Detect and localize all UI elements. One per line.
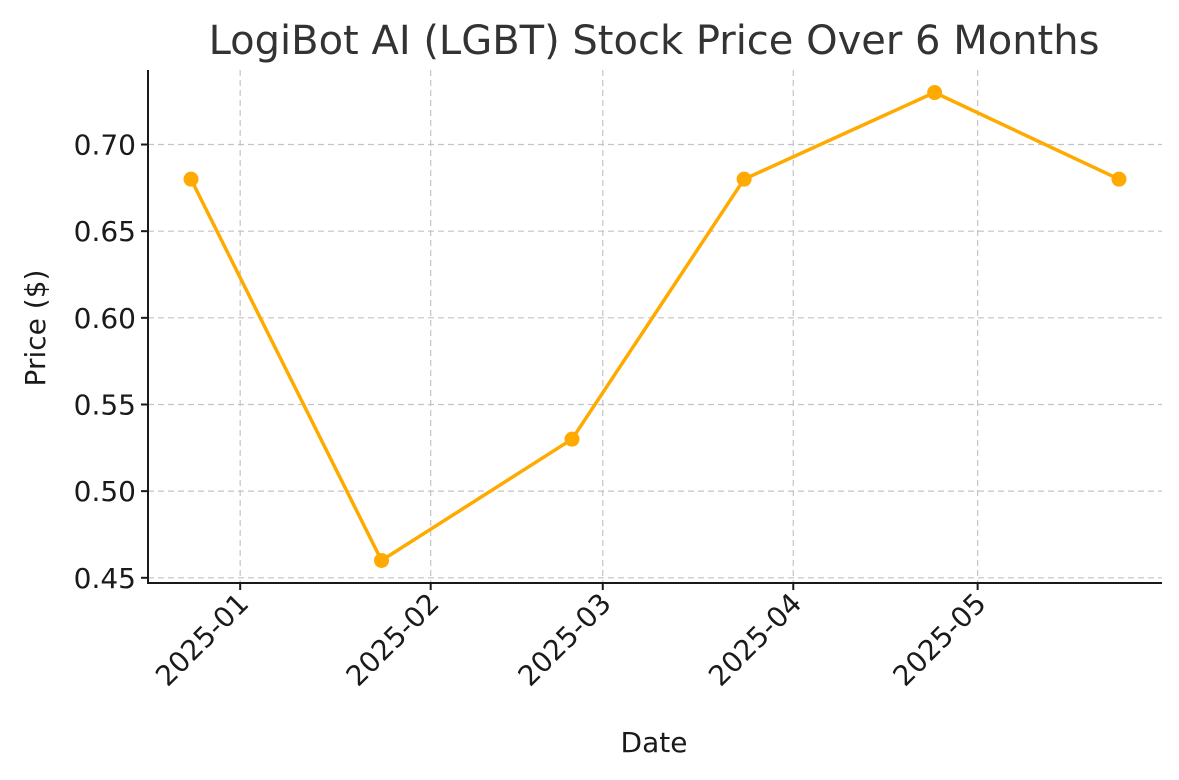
- y-ticks: 0.45 0.50 0.55 0.60 0.65 0.70: [74, 129, 148, 595]
- y-tick-label: 0.55: [74, 388, 136, 421]
- data-point: [1111, 171, 1127, 187]
- x-axis-label: Date: [621, 726, 688, 759]
- y-axis-label: Price ($): [19, 270, 52, 387]
- y-tick-label: 0.50: [74, 475, 136, 508]
- x-tick-label: 2025-05: [887, 587, 993, 693]
- axes: [147, 70, 1162, 584]
- data-point: [736, 171, 752, 187]
- data-point: [564, 431, 580, 447]
- x-tick-label: 2025-02: [340, 587, 446, 693]
- data-point: [927, 85, 943, 101]
- x-tick-label: 2025-04: [702, 587, 808, 693]
- y-tick-label: 0.45: [74, 562, 136, 595]
- data-point: [374, 552, 390, 568]
- data-point: [183, 171, 199, 187]
- series-line: [189, 90, 1120, 563]
- x-tick-label: 2025-01: [149, 587, 255, 693]
- grid: [148, 70, 1162, 583]
- chart-title: LogiBot AI (LGBT) Stock Price Over 6 Mon…: [209, 18, 1100, 64]
- x-ticks: 2025-01 2025-02 2025-03 2025-04 2025-05: [149, 583, 993, 693]
- series: [183, 85, 1127, 568]
- x-tick-label: 2025-03: [512, 587, 618, 693]
- y-tick-label: 0.60: [74, 302, 136, 335]
- y-tick-label: 0.70: [74, 129, 136, 162]
- y-tick-label: 0.65: [74, 215, 136, 248]
